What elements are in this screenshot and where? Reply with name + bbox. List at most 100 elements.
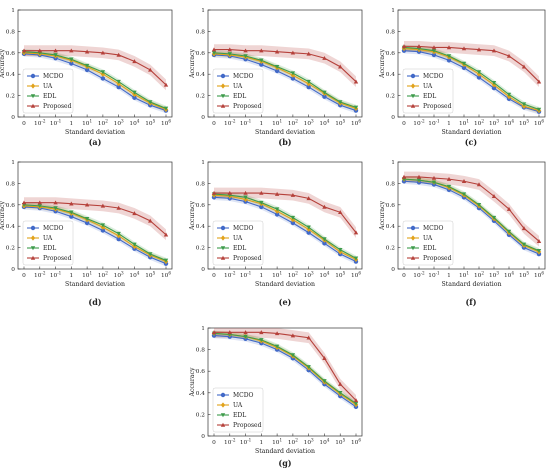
legend-marker — [220, 413, 226, 418]
x-tick-label: 10-1 — [240, 119, 252, 128]
x-tick-label: 105 — [335, 438, 345, 447]
data-point-marker — [84, 67, 90, 73]
x-tick-label: 10-1 — [240, 438, 252, 447]
data-point-marker — [69, 201, 74, 206]
panel-label: (g) — [278, 458, 291, 468]
data-point-marker — [338, 391, 343, 395]
legend-label: MCDO — [43, 225, 64, 232]
data-point-marker — [521, 226, 527, 231]
plot-frame — [207, 9, 363, 118]
y-axis-label: Accuracy — [379, 201, 386, 231]
y-tick-label: 0.2 — [6, 246, 16, 252]
data-point-marker — [21, 48, 27, 53]
data-point-marker — [416, 178, 422, 183]
data-point-marker — [259, 200, 264, 205]
data-point-marker — [506, 229, 512, 234]
data-point-marker — [322, 90, 327, 95]
legend-label: EDL — [233, 245, 246, 252]
legend-marker — [220, 83, 226, 89]
y-tick-label: 0 — [391, 267, 395, 273]
x-tick-label: 0 — [212, 121, 216, 127]
legend-label: Proposed — [423, 255, 452, 262]
legend-marker — [30, 94, 36, 99]
data-point-marker — [536, 238, 542, 243]
x-tick-label: 1 — [259, 440, 263, 446]
legend-marker — [220, 225, 226, 231]
x-tick-label: 105 — [145, 119, 155, 128]
y-tick-label: 0.2 — [386, 246, 396, 252]
data-point-marker — [322, 55, 327, 60]
legend-marker — [30, 103, 36, 108]
legend-label: Proposed — [43, 103, 72, 110]
y-tick-label: 0.6 — [6, 203, 16, 209]
data-point-marker — [148, 67, 153, 72]
confidence-band-proposed — [24, 197, 166, 241]
x-axis-label: Standard deviation — [65, 281, 125, 288]
data-point-marker — [353, 105, 359, 110]
y-tick-label: 0.6 — [386, 51, 396, 57]
legend-label: Proposed — [233, 103, 262, 110]
series-line-proposed — [24, 50, 167, 86]
legend-box — [22, 220, 74, 266]
data-point-marker — [461, 65, 467, 70]
series-line-ua — [213, 53, 357, 109]
x-axis-label: Standard deviation — [442, 129, 502, 136]
y-tick-label: 0.8 — [386, 29, 396, 35]
panel-label: (c) — [465, 137, 478, 147]
data-point-marker — [69, 61, 74, 66]
y-axis-label: Accuracy — [189, 49, 196, 79]
data-point-marker — [243, 334, 248, 339]
data-point-marker — [163, 82, 169, 87]
data-point-marker — [461, 46, 467, 51]
legend-marker — [220, 103, 226, 108]
x-tick-label: 0 — [22, 273, 26, 279]
x-tick-label: 105 — [335, 271, 345, 280]
x-tick-label: 10-1 — [50, 271, 62, 280]
x-tick-label: 102 — [288, 271, 298, 280]
data-point-marker — [116, 205, 121, 210]
data-point-marker — [353, 401, 359, 406]
x-tick-label: 10-2 — [224, 438, 236, 447]
legend-box — [402, 220, 454, 266]
legend-marker — [30, 73, 36, 79]
y-tick-label: 0.8 — [196, 181, 206, 187]
x-tick-label: 104 — [129, 119, 139, 128]
series-line-mcdo — [23, 206, 167, 265]
confidence-band-mcdo — [214, 52, 356, 114]
x-tick-label: 101 — [82, 271, 92, 280]
x-tick-label: 106 — [161, 271, 171, 280]
data-point-marker — [148, 100, 153, 105]
x-tick-label: 101 — [459, 119, 469, 128]
data-point-marker — [148, 218, 153, 223]
data-point-marker — [322, 204, 327, 209]
data-point-marker — [306, 84, 311, 90]
data-point-marker — [290, 333, 296, 338]
data-point-marker — [353, 256, 359, 261]
y-tick-label: 0.4 — [196, 391, 206, 397]
data-point-marker — [100, 223, 106, 228]
data-point-marker — [243, 330, 248, 335]
series-line-proposed — [214, 49, 357, 83]
legend-marker — [410, 83, 416, 89]
y-tick-label: 0.8 — [6, 181, 16, 187]
y-tick-label: 1 — [11, 160, 15, 166]
series-line-proposed — [404, 45, 540, 83]
legend-marker — [410, 225, 416, 231]
data-point-marker — [290, 353, 296, 358]
data-point-marker — [290, 220, 296, 226]
data-point-marker — [259, 204, 264, 210]
data-point-marker — [259, 330, 264, 335]
data-point-marker — [431, 180, 437, 185]
data-point-marker — [322, 356, 327, 360]
legend-label: UA — [423, 83, 433, 90]
legend-box — [402, 68, 454, 114]
x-tick-label: 10-2 — [224, 119, 236, 128]
x-tick-label: 103 — [304, 271, 314, 280]
x-tick-label: 1 — [447, 121, 451, 127]
x-tick-label: 10-1 — [428, 271, 440, 280]
confidence-band-mcdo — [24, 204, 166, 267]
y-axis-label: Accuracy — [379, 49, 386, 79]
x-tick-label: 10-2 — [224, 271, 236, 280]
plot-frame — [397, 9, 546, 118]
data-point-marker — [243, 48, 248, 53]
